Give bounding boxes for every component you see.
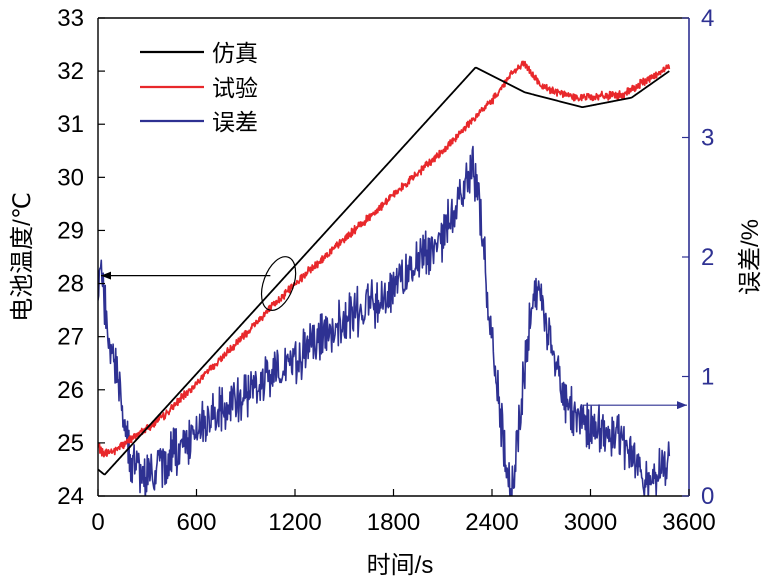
x-tick-label: 600 xyxy=(176,509,216,536)
y-left-tick-label: 33 xyxy=(57,5,84,32)
x-tick-label: 1200 xyxy=(268,509,321,536)
highlight-ellipse xyxy=(260,256,297,311)
y-right-axis-label: 误差/% xyxy=(737,219,764,295)
y-left-tick-label: 25 xyxy=(57,430,84,457)
x-axis-label: 时间/s xyxy=(367,552,434,579)
y-left-tick-label: 30 xyxy=(57,164,84,191)
y-left-tick-label: 24 xyxy=(57,483,84,510)
y-left-tick-label: 32 xyxy=(57,58,84,85)
x-tick-label: 0 xyxy=(91,509,104,536)
y-right-tick-label: 3 xyxy=(701,125,714,152)
y-right-tick-label: 4 xyxy=(701,5,714,32)
legend: 仿真 试验 误差 xyxy=(140,40,258,135)
x-tick-label: 3000 xyxy=(564,509,617,536)
legend-label-simulation: 仿真 xyxy=(212,40,258,66)
x-tick-label: 1800 xyxy=(367,509,420,536)
x-tick-label: 2400 xyxy=(465,509,518,536)
y-left-tick-label: 29 xyxy=(57,217,84,244)
series-line-simulation xyxy=(98,66,670,476)
legend-label-experiment: 试验 xyxy=(212,75,258,101)
x-tick-label: 3600 xyxy=(662,509,715,536)
y-left-tick-label: 27 xyxy=(57,324,84,351)
y-left-axis-ticks: 24 25 26 27 28 29 30 31 32 33 xyxy=(57,5,105,510)
y-right-tick-label: 0 xyxy=(701,483,714,510)
series-line-experiment xyxy=(98,60,671,458)
y-left-tick-label: 31 xyxy=(57,111,84,138)
series-line-error xyxy=(98,145,671,496)
y-right-tick-label: 1 xyxy=(701,364,714,391)
x-axis-ticks: 0 600 1200 1800 2400 3000 3600 xyxy=(91,489,716,536)
y-left-tick-label: 26 xyxy=(57,377,84,404)
legend-label-error: 误差 xyxy=(212,109,258,135)
y-right-tick-label: 2 xyxy=(701,244,714,271)
y-right-axis-ticks: 0 1 2 3 4 xyxy=(682,5,714,510)
y-left-tick-label: 28 xyxy=(57,271,84,298)
y-left-axis-label: 电池温度/℃ xyxy=(9,192,36,322)
